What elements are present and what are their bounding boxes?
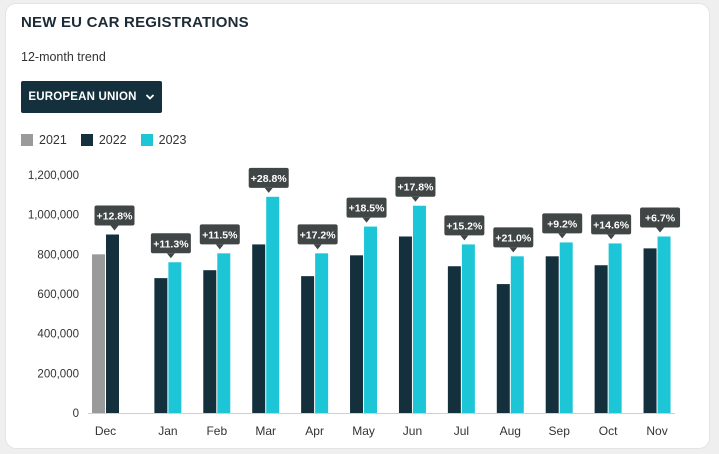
bar-2022-jan [154, 278, 168, 413]
change-label-pointer [362, 217, 371, 223]
page-subtitle: 12-month trend [21, 50, 106, 64]
y-tick-label: 800,000 [37, 249, 79, 261]
change-label-pointer [166, 253, 175, 259]
bar-2023-apr [315, 253, 329, 413]
change-label-pointer [313, 244, 322, 250]
change-label-pointer [264, 187, 273, 193]
change-label-pointer [110, 225, 119, 231]
change-label-pointer [460, 235, 469, 241]
y-tick-label: 400,000 [37, 329, 79, 341]
change-label-box [542, 213, 583, 234]
change-label-box [346, 197, 387, 218]
bar-2023-aug [510, 256, 524, 413]
region-dropdown[interactable]: EUROPEAN UNION [21, 81, 162, 113]
y-tick-label: 600,000 [37, 289, 79, 301]
legend-swatch-2022 [80, 134, 93, 146]
legend-label-2023: 2023 [158, 133, 187, 147]
x-tick-label: Feb [206, 424, 227, 438]
bar-2023-sep [559, 242, 573, 413]
bar-2022-nov [643, 248, 657, 413]
change-label-pointer [607, 234, 616, 240]
change-label-aug: +21.0% [495, 232, 532, 244]
legend-label-2022: 2022 [98, 133, 127, 147]
x-tick-label: Oct [599, 424, 618, 438]
change-label-pointer [411, 196, 420, 202]
bar-2022-sep [545, 256, 559, 413]
change-label-box [591, 214, 632, 235]
x-tick-label: Mar [255, 424, 276, 438]
bar-2022-may [350, 255, 364, 413]
legend-item-2022[interactable]: 2022 [80, 133, 127, 147]
change-label-feb: +11.5% [202, 229, 238, 241]
bar-2022-oct [594, 265, 608, 413]
change-label-pointer [558, 233, 567, 239]
x-tick-label: Jun [403, 424, 422, 438]
change-label-jul: +15.2% [446, 220, 483, 232]
y-tick-label: 0 [73, 408, 79, 420]
change-label-box [395, 176, 436, 197]
x-tick-label: Sep [549, 424, 571, 438]
bar-2022-apr [301, 276, 315, 413]
bar-2023-oct [608, 243, 622, 413]
change-label-box [248, 167, 289, 188]
change-label-pointer [509, 247, 518, 253]
change-label-jun: +17.8% [398, 182, 435, 194]
bar-2022-aug [496, 284, 510, 413]
bar-2023-feb [217, 253, 231, 413]
x-tick-label: May [352, 424, 375, 438]
change-label-sep: +9.2% [547, 218, 578, 230]
bar-2023-jan [168, 262, 182, 413]
change-label-dec: +12.8% [97, 211, 134, 223]
change-label-box [297, 224, 338, 245]
chevron-down-icon [145, 94, 154, 100]
bar-2022-mar [252, 244, 266, 413]
bar-2022-jul [447, 266, 461, 413]
y-tick-label: 1,000,000 [28, 210, 79, 222]
legend-item-2023[interactable]: 2023 [140, 133, 187, 147]
change-label-pointer [656, 227, 665, 233]
change-label-box [150, 233, 191, 254]
bar-2023-jul [461, 244, 475, 413]
change-label-box [94, 205, 135, 226]
chart-legend: 2021 2022 2023 [21, 133, 186, 147]
change-label-nov: +6.7% [645, 212, 676, 224]
change-label-box [493, 227, 534, 248]
bar-2021-dec [92, 254, 105, 413]
bar-2022-dec [106, 234, 119, 413]
x-tick-label: Jul [454, 424, 469, 438]
change-label-may: +18.5% [349, 203, 386, 215]
legend-label-2021: 2021 [39, 133, 67, 147]
change-label-mar: +28.8% [251, 173, 288, 185]
x-tick-label: Apr [305, 424, 324, 438]
x-tick-label: Jan [158, 424, 177, 438]
x-tick-label: Aug [500, 424, 521, 438]
y-tick-label: 1,200,000 [28, 170, 79, 182]
legend-swatch-2023 [140, 134, 153, 146]
change-label-apr: +17.2% [300, 229, 337, 241]
change-label-pointer [215, 244, 224, 250]
bar-2023-mar [266, 196, 280, 413]
bar-2023-jun [412, 205, 426, 413]
legend-item-2021[interactable]: 2021 [21, 133, 67, 147]
bar-2022-jun [398, 236, 412, 413]
change-label-box [444, 215, 485, 236]
change-label-box [199, 224, 240, 245]
y-tick-label: 200,000 [37, 368, 79, 380]
x-tick-label: Dec [95, 424, 116, 438]
bar-2023-nov [657, 236, 671, 413]
change-label-box [640, 207, 681, 228]
page-title: NEW EU CAR REGISTRATIONS [21, 14, 249, 31]
region-dropdown-label: EUROPEAN UNION [28, 91, 137, 103]
bar-2022-feb [203, 270, 217, 413]
change-label-oct: +14.6% [593, 219, 630, 231]
change-label-jan: +11.3% [153, 238, 189, 250]
bar-2023-may [364, 226, 378, 413]
x-tick-label: Nov [646, 424, 667, 438]
legend-swatch-2021 [21, 134, 33, 146]
